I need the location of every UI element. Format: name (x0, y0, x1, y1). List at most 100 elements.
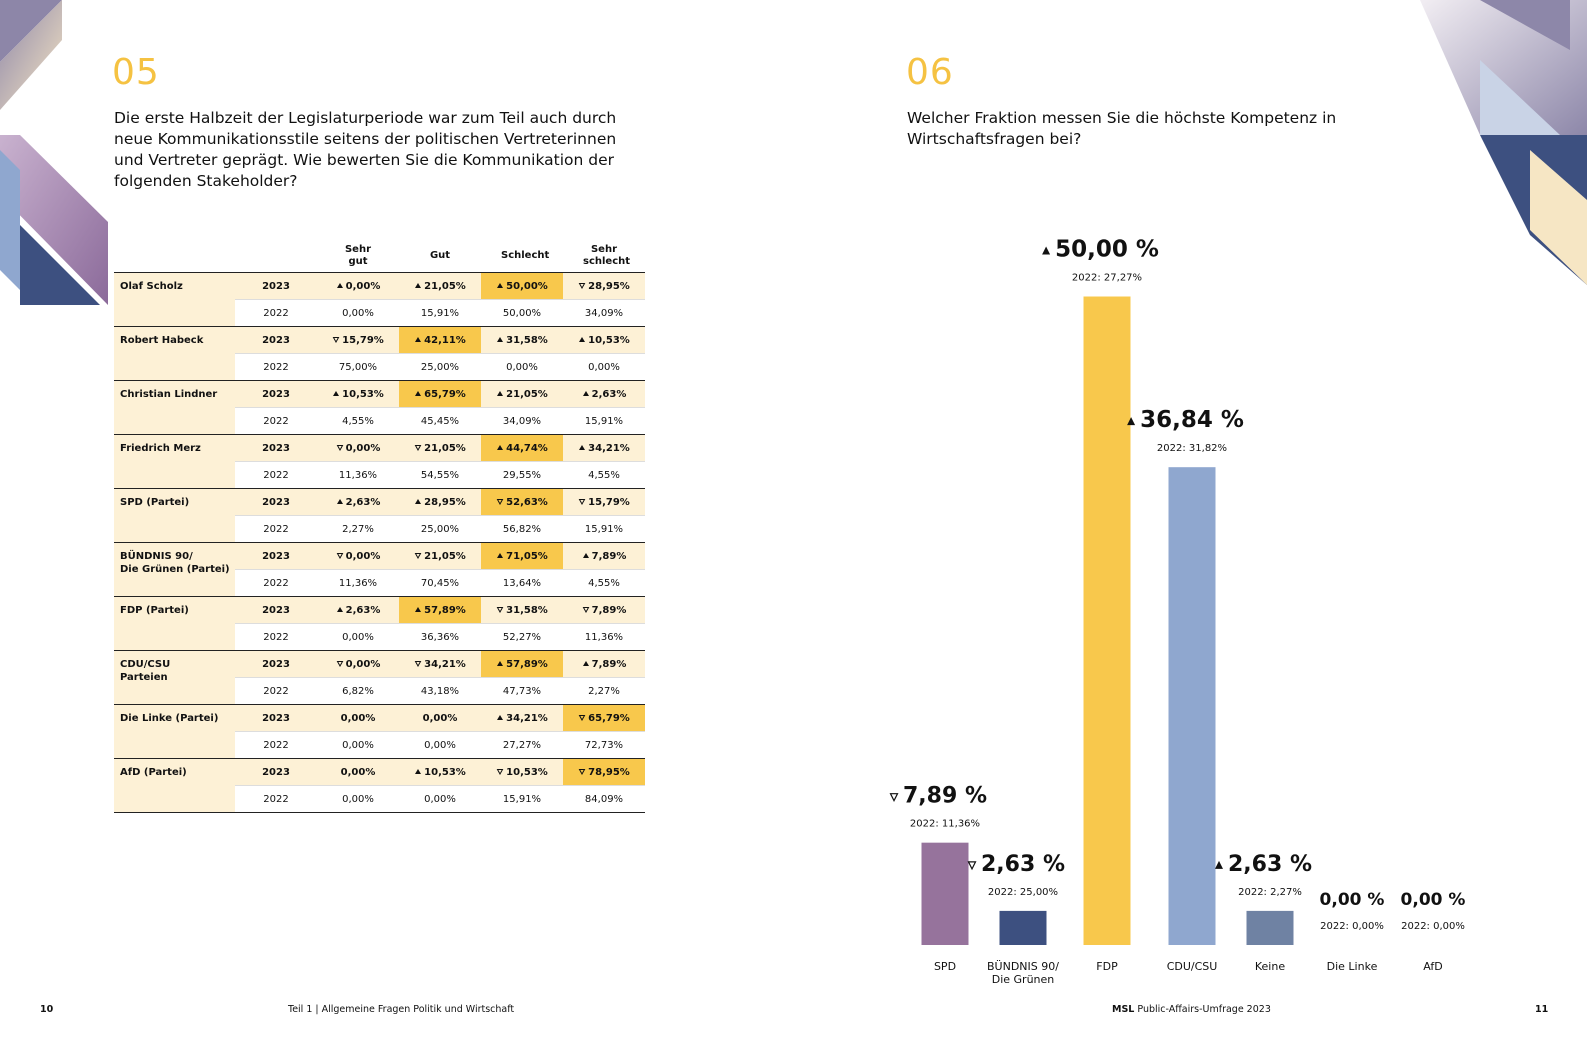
cell: 4,55% (563, 569, 645, 597)
trend-arrow-shape (497, 390, 504, 396)
previous-value-label: 2022: 0,00% (1401, 921, 1465, 932)
value-label: 0,00 % (1401, 890, 1466, 910)
category-label: Keine (1255, 960, 1285, 973)
column-header-text: Sehr gut (344, 244, 372, 267)
cell-value: 50,00% (506, 280, 548, 292)
trend-arrow (415, 606, 422, 612)
trend-arrow-shape (415, 606, 422, 612)
cell-value: 21,05% (424, 280, 466, 292)
column-header: Schlecht (481, 240, 563, 273)
cell: 11,36% (317, 569, 399, 597)
cell: 15,79% (317, 326, 399, 354)
cell: 27,27% (481, 731, 563, 759)
cell-value: 21,05% (424, 550, 466, 562)
decor (0, 0, 62, 110)
year: 2023 (235, 596, 317, 624)
cell: 7,89% (563, 650, 645, 678)
question: Welcher Fraktion messen Sie die höchste … (907, 109, 1337, 148)
cell-value: 0,00% (340, 766, 376, 778)
category-label: BÜNDNIS 90/Die Grünen (987, 960, 1059, 986)
trend-arrow-shape (582, 606, 589, 613)
category-label: SPD (934, 960, 956, 973)
cell: 15,91% (399, 299, 481, 327)
cell: 2,63% (317, 596, 399, 624)
cell: 2,63% (563, 380, 645, 408)
trend-arrow (333, 390, 340, 396)
cell: 42,11% (399, 326, 481, 354)
year: 2022 (235, 461, 317, 489)
trend-arrow (582, 606, 589, 613)
cell: 25,00% (399, 515, 481, 543)
cell: 11,36% (563, 623, 645, 651)
cell-value: 21,05% (424, 442, 466, 454)
cell: 57,89% (481, 650, 563, 678)
trend-arrow (582, 552, 589, 558)
cell-value: 31,58% (506, 334, 548, 346)
cell-value: 2,63% (345, 604, 381, 616)
cell-value: 28,95% (424, 496, 466, 508)
cell-value: 78,95% (588, 766, 630, 778)
year: 2022 (235, 353, 317, 381)
row-previous: 2022 6,82% 43,18% 47,73% 2,27% (114, 677, 645, 705)
cell-value: 0,00% (345, 442, 381, 454)
cell-value: 65,79% (588, 712, 630, 724)
trend-arrow-shape (332, 336, 340, 343)
cell-value: 28,95% (588, 280, 630, 292)
stakeholder: Christian Lindner (114, 380, 235, 435)
cell: 65,79% (399, 380, 481, 408)
cell: 31,58% (481, 596, 563, 624)
cell: 0,00% (399, 704, 481, 732)
section-number: 06 (906, 52, 954, 93)
cell: 78,95% (563, 758, 645, 786)
row-current: Robert Habeck 2023 15,79% 42,11% 31,58% 10,53… (114, 326, 645, 381)
cell-value: 57,89% (506, 658, 548, 670)
year: 2023 (235, 272, 317, 300)
trend-arrow-shape (414, 552, 422, 559)
row-current: SPD (Partei) 2023 2,63% 28,95% 52,63% 15,79% (114, 488, 645, 543)
trend-arrow-shape (496, 498, 504, 505)
trend-arrow-shape (336, 444, 343, 451)
trend-arrow (496, 768, 504, 775)
row-current: AfD (Partei) 2023 0,00% 10,53% 10,53% 78,95% (114, 758, 645, 813)
cell: 34,21% (399, 650, 481, 678)
trend-arrow (496, 498, 504, 505)
year: 2022 (235, 731, 317, 759)
cell-value: 71,05% (506, 550, 548, 562)
trend-arrow-shape (415, 282, 422, 288)
previous-value-label: 2022: 2,27% (1238, 887, 1302, 898)
trend-arrow (415, 498, 422, 504)
cell: 0,00% (317, 623, 399, 651)
cell: 34,21% (563, 434, 645, 462)
previous-value-label: 2022: 27,27% (1072, 273, 1142, 284)
section-number: 05 (112, 52, 160, 93)
trend-arrow-shape (415, 498, 422, 504)
year: 2022 (235, 515, 317, 543)
stakeholder: SPD (Partei) (114, 488, 235, 543)
year: 2022 (235, 299, 317, 327)
year: 2023 (235, 650, 317, 678)
column-header-text: Sehr schlecht (583, 244, 631, 267)
decor (1530, 150, 1587, 285)
cell: 0,00% (399, 785, 481, 813)
stakeholder: AfD (Partei) (114, 758, 235, 813)
cell-value: 2,63% (345, 496, 381, 508)
trend-arrow-shape (336, 660, 343, 667)
trend-arrow (415, 336, 422, 342)
year: 2022 (235, 677, 317, 705)
trend-arrow (336, 282, 343, 288)
cell: 47,73% (481, 677, 563, 705)
trend-arrow (578, 282, 586, 289)
footer-publication: MSL Public-Affairs-Umfrage 2023 (1112, 1004, 1271, 1015)
row-current: FDP (Partei) 2023 2,63% 57,89% 31,58% 7,89% (114, 596, 645, 651)
cell-value: 10,53% (588, 334, 630, 346)
bar (1168, 467, 1216, 945)
decor (0, 150, 20, 290)
category-label-line: BÜNDNIS 90/ (987, 960, 1059, 973)
row-current: Olaf Scholz 2023 0,00% 21,05% 50,00% 28,95% (114, 272, 645, 327)
decor (20, 225, 100, 305)
stakeholder: Robert Habeck (114, 326, 235, 381)
trend-arrow-shape (497, 282, 504, 288)
publication: Public-Affairs-Umfrage 2023 (1137, 1004, 1271, 1015)
previous-value-label: 2022: 11,36% (910, 819, 980, 830)
cell-value: 15,79% (342, 334, 384, 346)
